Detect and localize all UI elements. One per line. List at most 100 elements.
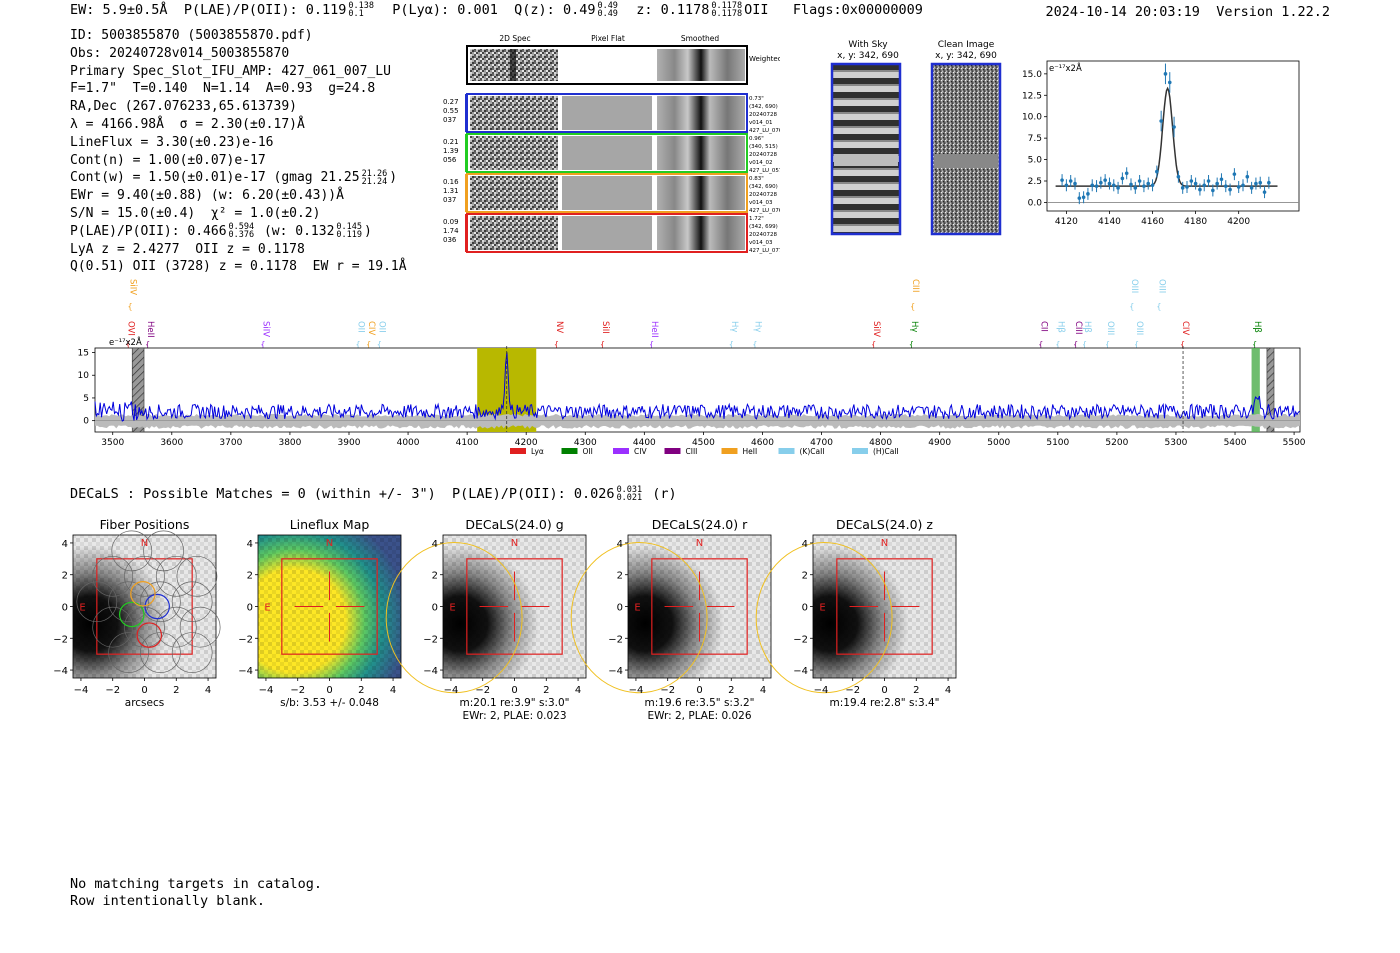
info-plae-w: (w: 0.132: [256, 223, 335, 239]
clean-image-band: [934, 154, 998, 168]
zoom-point: [1262, 190, 1267, 194]
header-summary: EW: 5.9±0.5Å P(LAE)/P(OII): 0.119 0.138 0.…: [70, 1, 923, 19]
zoom-point: [1107, 181, 1112, 186]
spectral-line-label: OIII: [1134, 321, 1144, 335]
zoom-point: [1150, 183, 1155, 188]
info-plae: P(LAE)/P(OII): 0.466: [70, 223, 227, 239]
zoom-point: [1180, 186, 1185, 190]
header-qz-lo: 0.49: [597, 9, 618, 19]
fiber-spectra-panel: 2D Spec Pixel Flat Smoothed Weighted Sum…: [443, 34, 780, 254]
zoom-ytick-label: 7.5: [1028, 134, 1042, 144]
zoom-point: [1241, 183, 1245, 188]
cutout-ytick-label: −4: [238, 666, 253, 677]
zoom-point: [1064, 183, 1069, 188]
zoom-ytick-label: 12.5: [1022, 91, 1042, 101]
spectral-line-label: CIV: [366, 321, 376, 335]
spectral-line-brace: {: [871, 340, 876, 349]
zoom-point: [1099, 180, 1103, 185]
zoom-point: [1090, 183, 1095, 188]
fiber-row-left-label: 0.27: [443, 98, 459, 106]
spectral-line-brace: {: [649, 340, 654, 349]
cutout-xtick-label: 2: [543, 685, 549, 696]
fiber-circle: [171, 581, 213, 623]
fiber-row-left-label: 056: [443, 156, 457, 164]
zoom-point: [1202, 183, 1207, 188]
header-plae: P(LAE)/P(OII): 0.119: [183, 2, 347, 18]
fiber-row-right-label: (342, 690): [749, 104, 778, 110]
legend-label: HeII: [743, 447, 758, 456]
zoom-point: [1219, 177, 1224, 182]
col-2d-spec: 2D Spec: [499, 34, 530, 43]
spectral-line-brace: {: [1180, 340, 1185, 349]
zoom-point: [1267, 180, 1271, 185]
fiber-circle: [155, 606, 197, 648]
cutout-ytick-label: −2: [608, 634, 623, 645]
info-plae-w-frac: 0.145 0.119: [336, 223, 362, 240]
decals-frac: 0.031 0.021: [617, 486, 643, 503]
info-plae-w-end: ): [364, 223, 372, 239]
cutout-ytick-label: 0: [62, 603, 68, 614]
spectrum-ytick-label: 0: [83, 417, 89, 427]
fiber-row-left-label: 0.21: [443, 138, 459, 146]
spectral-line-brace: {: [1156, 302, 1161, 311]
zoom-point: [1077, 196, 1082, 200]
fiber-row-2d: [470, 136, 558, 170]
spectrum-xtick-label: 4600: [751, 438, 774, 448]
cutout-title: Lineflux Map: [290, 517, 370, 532]
legend-swatch: [721, 448, 738, 454]
spectral-line-label: Hβ: [1055, 321, 1065, 333]
fiber-row-right-label: (342, 690): [749, 184, 778, 190]
info-id: ID: 5003855870 (5003855870.pdf): [70, 28, 313, 43]
spectral-line-labels: SiIV {OVI {HeII {SiIV {OII {CIV {OII {NV {SiII {H…: [126, 279, 1262, 349]
cutout-xtick-label: 2: [358, 685, 364, 696]
cutout-ytick-label: 2: [62, 571, 68, 582]
fiber-row-right-label: 427_LU_057: [749, 168, 780, 174]
cutout-xtick-label: 4: [205, 685, 211, 696]
header-timestamp: 2024-10-14 20:03:19: [1045, 4, 1200, 20]
spectral-line-label: OIII: [1129, 279, 1139, 293]
spectral-line-label: OII: [355, 321, 365, 333]
zoom-point: [1081, 195, 1086, 200]
weighted-sum-text: Weighted Sum: [749, 55, 780, 63]
info-plae-hi: 0.594: [228, 222, 255, 233]
fiber-row-2d: [470, 176, 558, 210]
zoom-ytick-label: 5.0: [1028, 156, 1043, 166]
header-version: Version 1.22.2: [1216, 4, 1330, 20]
cutout-xtick-label: 4: [760, 685, 766, 696]
fiber-row-right-label: v014_02: [749, 160, 773, 166]
with-sky-title: With Sky: [848, 40, 888, 50]
zoom-point: [1223, 184, 1228, 188]
spectral-line-brace: {: [127, 302, 132, 311]
spectrum-xtick-label: 4000: [397, 438, 420, 448]
spectral-line-label: SiIV: [260, 321, 270, 337]
fiber-row-left-label: 1.74: [443, 227, 459, 235]
with-sky-coords: x, y: 342, 690: [837, 51, 899, 61]
header-qz-hi: 0.49: [597, 1, 618, 11]
cutout-caption: m:20.1 re:3.9" s:3.0": [460, 697, 570, 709]
info-cont-w-end: ): [389, 170, 398, 186]
cutout-caption: s/b: 3.53 +/- 0.048: [280, 697, 379, 709]
cutout-content: Fiber Positions N E −4 −4 −2 −2 0 0 2 2 4 4 arcsecs Li…: [53, 517, 957, 722]
cutout-ytick-label: 0: [432, 603, 438, 614]
catalog-note-2: Row intentionally blank.: [70, 893, 266, 909]
compass-north: N: [141, 538, 148, 549]
zoom-point: [1137, 179, 1142, 183]
fiber-row-right-label: 427_LU_077: [749, 248, 780, 254]
zoom-xtick-label: 4140: [1098, 217, 1121, 227]
spectral-line-label: CIII: [910, 279, 920, 292]
fiber-row-2d: [470, 96, 558, 130]
cutout-caption: m:19.4 re:2.8" s:3.4": [830, 697, 940, 709]
cutout-xtick-label: 4: [390, 685, 396, 696]
fiber-circle: [76, 581, 118, 623]
spectrum-xtick-label: 5300: [1165, 438, 1188, 448]
spectral-line-label: SiIV: [871, 321, 881, 337]
zoom-xtick-label: 4180: [1184, 217, 1207, 227]
header-z: z: 0.1178: [636, 2, 710, 18]
spectrum-xtick-label: 5000: [987, 438, 1010, 448]
cutout-xtick-label: 0: [141, 685, 147, 696]
zoom-point: [1245, 174, 1250, 179]
spectrum-xtick-label: 4200: [515, 438, 538, 448]
compass-north: N: [881, 538, 888, 549]
spectral-line-label: SiIV: [127, 279, 137, 295]
